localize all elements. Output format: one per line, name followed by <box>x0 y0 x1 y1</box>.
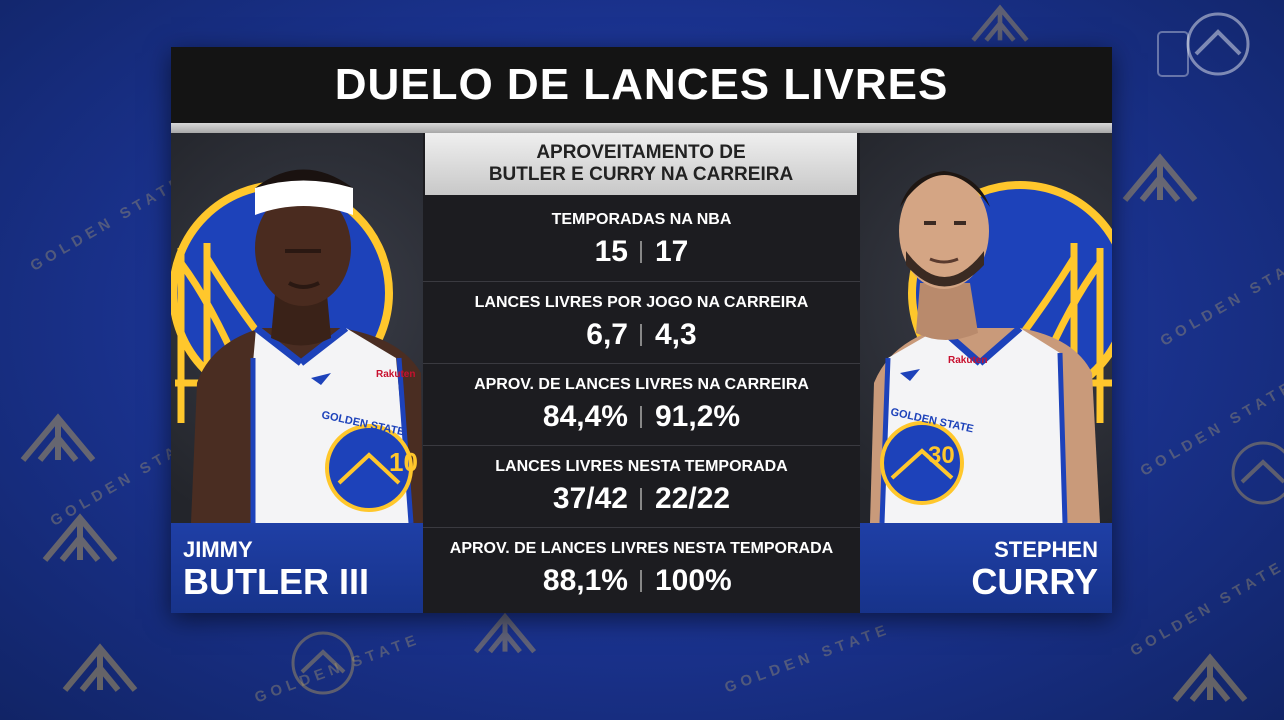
stat-label: TEMPORADAS NA NBA <box>551 211 732 228</box>
player-name-box: JIMMY BUTLER III <box>171 523 423 613</box>
stat-row: APROV. DE LANCES LIVRES NESTA TEMPORADA … <box>423 527 860 610</box>
stat-label: APROV. DE LANCES LIVRES NA CARREIRA <box>474 376 809 393</box>
value-separator <box>640 488 642 510</box>
warriors-bridge-logo-icon <box>291 631 355 695</box>
jersey-number: 30 <box>928 442 955 469</box>
player-card-right: 30 GOLDEN STATE Rakuten STEPHEN CURRY <box>860 133 1112 613</box>
stat-value-right: 17 <box>655 235 689 268</box>
stat-value-left: 15 <box>594 235 628 268</box>
network-watermark-icon <box>1157 12 1250 77</box>
warriors-bridge-logo-icon <box>971 4 1029 42</box>
warriors-bridge-logo-icon <box>62 643 138 692</box>
background-text: GOLDEN STATE <box>722 620 893 697</box>
player-first-name: STEPHEN <box>994 537 1098 562</box>
stat-row: APROV. DE LANCES LIVRES NA CARREIRA 84,4… <box>423 363 860 446</box>
warriors-bridge-logo-icon <box>473 612 537 654</box>
background-text: GOLDEN STATE <box>1127 557 1284 660</box>
player-last-name: CURRY <box>971 561 1098 602</box>
jersey-number: 10 <box>389 447 418 477</box>
stat-value-left: 88,1% <box>542 564 628 597</box>
value-separator <box>640 324 642 346</box>
player-photo-butler: 10 GOLDEN STATE Rakuten <box>171 169 423 523</box>
title-bar: DUELO DE LANCES LIVRES <box>171 47 1112 123</box>
stat-value-right: 91,2% <box>655 400 741 433</box>
stat-row: TEMPORADAS NA NBA 15 17 <box>423 199 860 281</box>
background-text: GOLDEN STATE <box>1157 247 1284 350</box>
stat-value-left: 6,7 <box>586 318 628 351</box>
divider <box>171 123 1112 133</box>
page-title: DUELO DE LANCES LIVRES <box>334 60 949 109</box>
player-photo-curry: 30 GOLDEN STATE Rakuten <box>870 171 1112 523</box>
stat-row: LANCES LIVRES NESTA TEMPORADA 37/42 22/2… <box>423 445 860 528</box>
comparison-panel: DUELO DE LANCES LIVRES 10 GOLDEN STATE R… <box>171 47 1112 613</box>
stat-value-left: 84,4% <box>542 400 628 433</box>
stat-row: LANCES LIVRES POR JOGO NA CARREIRA 6,7 4… <box>423 281 860 364</box>
stat-value-right: 22/22 <box>655 482 731 515</box>
player-name-box: STEPHEN CURRY <box>860 523 1112 613</box>
warriors-bridge-logo-icon <box>1122 153 1198 202</box>
stats-column: APROVEITAMENTO DE BUTLER E CURRY NA CARR… <box>423 133 860 613</box>
value-separator <box>640 241 642 263</box>
warriors-bridge-logo-icon <box>1172 653 1248 702</box>
sponsor-logo: Rakuten <box>376 369 415 380</box>
sponsor-logo: Rakuten <box>948 355 987 366</box>
stat-value-right: 4,3 <box>655 318 697 351</box>
player-first-name: JIMMY <box>183 537 253 562</box>
stat-label: LANCES LIVRES NESTA TEMPORADA <box>495 458 788 475</box>
warriors-bridge-logo-icon <box>42 513 118 562</box>
stat-label: APROV. DE LANCES LIVRES NESTA TEMPORADA <box>449 540 834 557</box>
warriors-bridge-logo-icon <box>1231 441 1284 505</box>
stat-value-right: 100% <box>655 564 732 597</box>
player-last-name: BUTLER III <box>183 561 369 602</box>
value-separator <box>640 406 642 428</box>
stat-value-left: 37/42 <box>552 482 628 515</box>
background-text: GOLDEN STATE <box>27 172 188 275</box>
warriors-bridge-logo-icon <box>20 413 96 462</box>
player-card-left: 10 GOLDEN STATE Rakuten JIMMY BUTLER III <box>171 133 423 613</box>
value-separator <box>640 570 642 592</box>
stat-label: LANCES LIVRES POR JOGO NA CARREIRA <box>474 294 809 311</box>
subheader-line-2: BUTLER E CURRY NA CARREIRA <box>488 164 794 185</box>
subheader-line-1: APROVEITAMENTO DE <box>536 142 746 163</box>
stats-subheader: APROVEITAMENTO DE BUTLER E CURRY NA CARR… <box>425 133 857 195</box>
